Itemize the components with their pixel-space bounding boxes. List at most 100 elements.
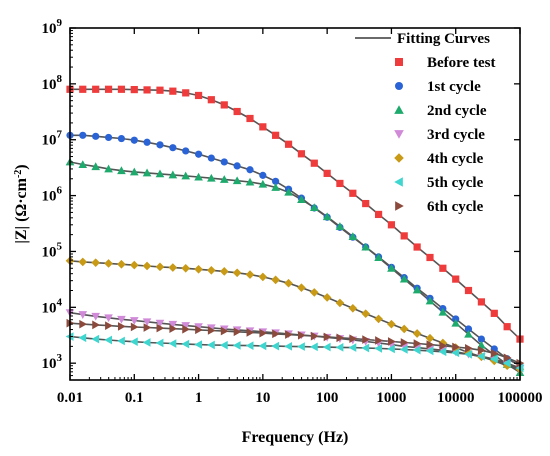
data-point bbox=[297, 331, 306, 340]
data-point bbox=[258, 179, 268, 188]
legend-label: Before test bbox=[427, 55, 495, 71]
data-point bbox=[336, 333, 345, 343]
data-point bbox=[207, 326, 216, 335]
data-point bbox=[336, 179, 344, 188]
data-point bbox=[92, 132, 100, 140]
data-point bbox=[169, 87, 177, 95]
data-point bbox=[464, 350, 472, 359]
data-point bbox=[219, 340, 228, 350]
data-point bbox=[349, 189, 357, 197]
data-point bbox=[349, 334, 358, 343]
data-point bbox=[104, 133, 113, 142]
data-point bbox=[245, 270, 255, 279]
y-tick-label: 106 bbox=[42, 185, 63, 205]
data-point bbox=[129, 317, 139, 325]
legend-label: 1st cycle bbox=[427, 79, 481, 95]
data-point bbox=[143, 138, 151, 146]
data-point bbox=[207, 265, 216, 275]
data-point bbox=[452, 275, 460, 283]
data-point bbox=[348, 232, 358, 240]
data-point bbox=[490, 349, 499, 358]
data-point bbox=[104, 259, 113, 268]
legend-label: 4th cycle bbox=[427, 151, 484, 167]
data-point bbox=[412, 329, 422, 338]
x-axis-title: Frequency (Hz) bbox=[242, 429, 349, 446]
data-point bbox=[169, 144, 177, 152]
data-point bbox=[91, 312, 101, 321]
data-point bbox=[387, 344, 395, 354]
y-axis-title-unit: (Ω·cm bbox=[13, 177, 30, 222]
data-point bbox=[309, 203, 319, 212]
data-point bbox=[169, 324, 178, 333]
data-point bbox=[272, 329, 280, 339]
data-point bbox=[156, 86, 164, 94]
data-point bbox=[285, 330, 293, 339]
data-point bbox=[246, 328, 255, 337]
legend-marker bbox=[394, 130, 404, 139]
data-point bbox=[259, 123, 267, 131]
data-point bbox=[309, 288, 319, 297]
data-point bbox=[117, 315, 126, 324]
data-point bbox=[309, 342, 318, 352]
x-tick-label: 1000 bbox=[376, 390, 406, 406]
legend-label: 5th cycle bbox=[427, 175, 484, 191]
y-tick-label: 108 bbox=[42, 73, 63, 93]
data-point bbox=[374, 314, 383, 324]
data-point bbox=[438, 307, 448, 316]
y-axis-title: |Z| (Ω·cm-2) bbox=[13, 164, 31, 243]
y-axis-title-main: |Z| bbox=[13, 222, 30, 244]
data-point bbox=[219, 267, 229, 276]
axis-ticks-layer: 0.01 0.1 1 10 100 1000 10000 100000 103 104 105 106… bbox=[42, 17, 543, 406]
data-point bbox=[117, 336, 125, 346]
data-point bbox=[104, 164, 113, 173]
legend-label: 6th cycle bbox=[427, 199, 484, 215]
data-point bbox=[207, 96, 215, 104]
data-point bbox=[168, 339, 177, 348]
legend: Fitting Curves Before test 1st cycle 2nd cy… bbox=[355, 31, 495, 215]
data-point bbox=[335, 343, 344, 352]
data-point bbox=[362, 199, 370, 208]
data-point bbox=[259, 171, 267, 179]
data-point bbox=[374, 253, 383, 261]
y-tick-label: 105 bbox=[42, 240, 63, 260]
data-point bbox=[143, 323, 152, 332]
data-point bbox=[387, 337, 396, 346]
data-point bbox=[503, 323, 511, 331]
y-axis-title-unit-superscript: -2 bbox=[13, 170, 24, 178]
data-point bbox=[181, 322, 191, 330]
data-point bbox=[117, 134, 126, 143]
data-point bbox=[194, 340, 203, 349]
data-point bbox=[477, 345, 486, 355]
data-point bbox=[182, 89, 190, 97]
data-point bbox=[452, 342, 461, 352]
legend-label: 3rd cycle bbox=[427, 127, 485, 143]
data-point bbox=[182, 147, 190, 155]
data-point bbox=[477, 340, 486, 349]
data-point bbox=[322, 212, 332, 221]
data-point bbox=[232, 341, 241, 350]
data-point bbox=[79, 131, 87, 139]
data-point bbox=[194, 172, 203, 181]
data-point bbox=[142, 168, 152, 177]
data-point bbox=[220, 101, 228, 109]
data-point bbox=[194, 150, 203, 158]
data-point bbox=[503, 353, 512, 363]
y-tick-label: 109 bbox=[42, 17, 63, 37]
data-point bbox=[207, 173, 216, 182]
data-point bbox=[207, 340, 215, 350]
data-point bbox=[310, 159, 318, 167]
data-point bbox=[181, 339, 190, 349]
data-point bbox=[464, 329, 473, 338]
data-point bbox=[284, 342, 293, 351]
data-point bbox=[439, 341, 448, 351]
x-tick-label: 100000 bbox=[498, 390, 543, 406]
data-point bbox=[477, 298, 486, 306]
data-point bbox=[155, 319, 165, 328]
data-point bbox=[490, 309, 498, 317]
data-point bbox=[117, 322, 126, 331]
data-point bbox=[412, 345, 421, 355]
data-point bbox=[156, 323, 165, 333]
data-point bbox=[91, 334, 100, 344]
data-point bbox=[412, 285, 422, 294]
data-point bbox=[233, 107, 241, 116]
